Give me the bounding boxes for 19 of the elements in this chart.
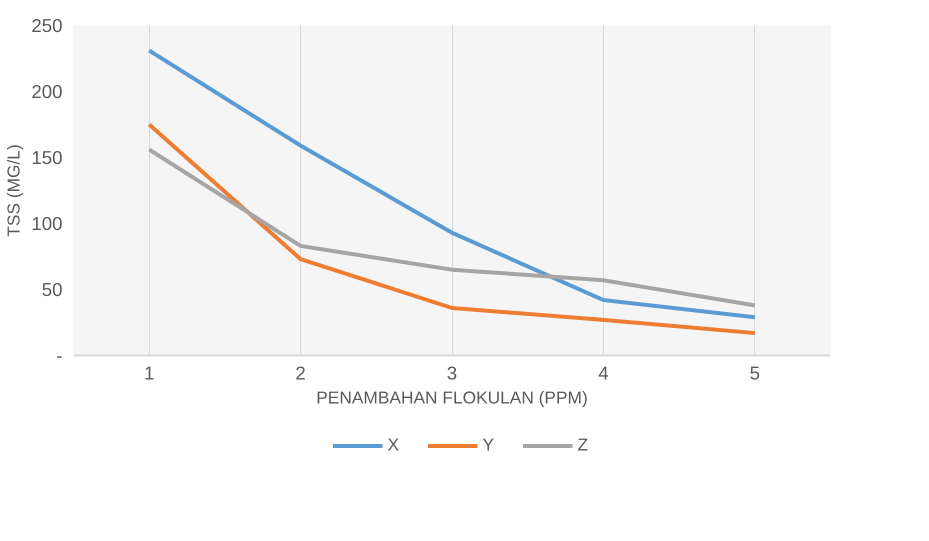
y-tick-label: 50 bbox=[42, 279, 63, 300]
y-tick-label: 100 bbox=[31, 213, 63, 234]
legend-label: X bbox=[388, 434, 400, 456]
legend-label: Y bbox=[482, 434, 496, 456]
y-tick-label: 150 bbox=[31, 147, 63, 168]
x-tick-label: 3 bbox=[446, 362, 458, 384]
line-series bbox=[147, 48, 757, 320]
y-axis-title: TSS (MG/L) bbox=[3, 144, 24, 237]
x-tick-label: 4 bbox=[598, 362, 609, 384]
y-tick-label: - bbox=[56, 345, 63, 366]
y-tick-label: 200 bbox=[31, 81, 63, 102]
x-tick-label: 2 bbox=[295, 362, 306, 384]
line-series bbox=[147, 148, 757, 308]
x-tick-label: 5 bbox=[750, 362, 760, 384]
y-tick-label: 250 bbox=[31, 15, 63, 36]
x-tick-label: 1 bbox=[144, 362, 154, 384]
line-series bbox=[147, 122, 757, 336]
legend-label: Z bbox=[578, 434, 590, 456]
x-axis-title: PENAMBAHAN FLOKULAN (PPM) bbox=[316, 388, 588, 408]
